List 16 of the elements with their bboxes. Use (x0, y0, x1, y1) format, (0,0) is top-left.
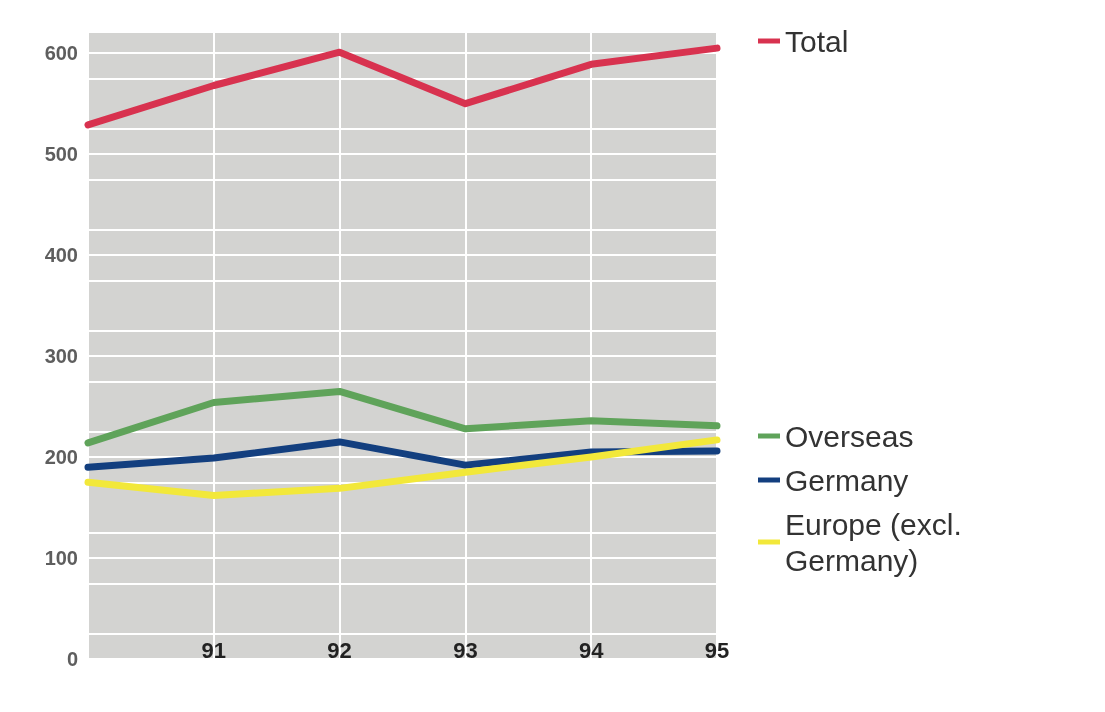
y-tick-label: 600 (44, 42, 78, 65)
x-tick-label: 92 (327, 637, 352, 663)
y-tick-label: 400 (44, 244, 78, 267)
y-tick-label: 300 (44, 345, 78, 368)
y-tick-label: 500 (44, 143, 78, 166)
legend-label: Total (785, 24, 849, 58)
legend-label: Overseas (785, 419, 914, 453)
x-tick-label: 91 (201, 637, 227, 663)
y-tick-label: 100 (44, 547, 78, 570)
y-tick-label: 0 (66, 648, 78, 670)
y-tick-label: 200 (44, 446, 78, 469)
legend-label: Europe (excl. Germany) (785, 507, 971, 577)
x-tick-label: 95 (704, 637, 730, 663)
x-tick-label: 94 (578, 637, 605, 663)
legend-label: Germany (785, 463, 909, 497)
x-tick-label: 93 (453, 637, 478, 663)
